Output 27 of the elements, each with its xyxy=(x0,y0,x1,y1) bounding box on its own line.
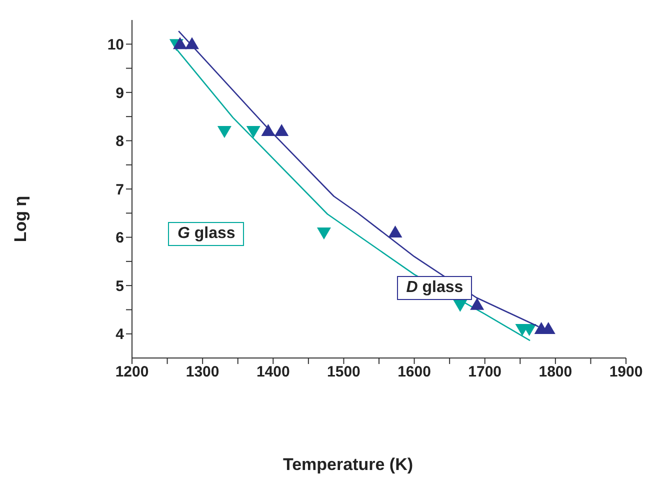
y-tick-label: 7 xyxy=(116,181,124,198)
x-tick-label: 1400 xyxy=(256,364,290,381)
y-tick-label: 6 xyxy=(116,230,124,247)
x-tick-label: 1900 xyxy=(609,364,643,381)
text: G glass xyxy=(168,222,244,246)
x-tick-label: 1300 xyxy=(186,364,220,381)
x-tick-label: 1700 xyxy=(468,364,502,381)
point xyxy=(388,225,402,238)
point xyxy=(274,124,289,136)
x-tick-label: 1600 xyxy=(398,364,431,381)
point xyxy=(453,300,468,312)
y-tick-label: 10 xyxy=(107,36,124,54)
y-tick-label: 9 xyxy=(116,84,124,102)
series-label: D glass xyxy=(397,276,472,300)
point xyxy=(172,37,187,50)
point xyxy=(184,37,199,50)
x-tick-label: 1500 xyxy=(327,364,360,381)
x-tick-label: 1200 xyxy=(115,364,149,381)
y-tick-label: 8 xyxy=(116,133,124,150)
y-axis-title: Log η xyxy=(11,196,30,242)
point xyxy=(470,298,484,310)
y-tick-label: 5 xyxy=(116,278,124,295)
x-tick-label: 1800 xyxy=(538,364,572,381)
y-tick-label: 4 xyxy=(116,326,125,344)
point xyxy=(316,227,331,240)
point xyxy=(261,124,276,136)
x-axis-title: Temperature (K) xyxy=(282,455,414,474)
